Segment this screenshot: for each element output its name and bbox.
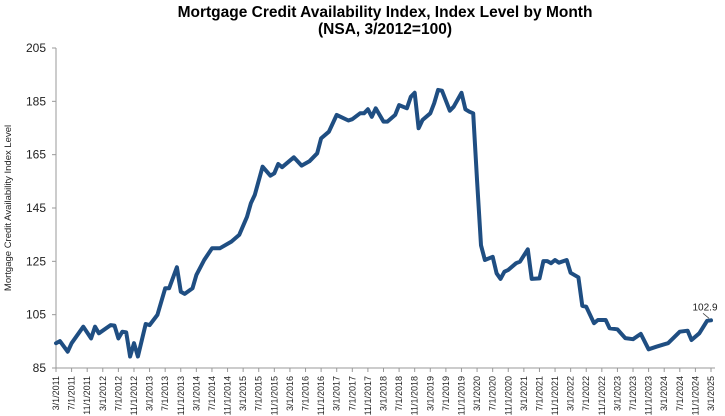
x-tick-label: 7/1/2011 <box>67 376 77 410</box>
y-tick-label: 145 <box>26 201 46 215</box>
x-tick-label: 11/1/2020 <box>503 376 513 415</box>
x-tick-label: 3/1/2012 <box>98 376 108 411</box>
y-tick-label: 185 <box>26 94 46 108</box>
x-tick-label: 3/1/2024 <box>659 376 669 411</box>
x-tick-label: 11/1/2015 <box>269 376 279 415</box>
x-axis: 3/1/2011 7/1/2011 11/1/2011 3/1/2012 7/1/201… <box>51 367 716 415</box>
x-tick-label: 3/1/2025 <box>706 376 716 411</box>
x-tick-label: 7/1/2023 <box>628 376 638 411</box>
x-tick-label: 3/1/2023 <box>612 376 622 411</box>
x-tick-label: 7/1/2018 <box>394 376 404 411</box>
series-points <box>55 89 712 357</box>
x-tick-label: 7/1/2016 <box>301 376 311 411</box>
x-tick-label: 3/1/2015 <box>238 376 248 411</box>
x-tick-label: 7/1/2015 <box>254 376 264 411</box>
x-tick-label: 3/1/2016 <box>285 376 295 411</box>
x-tick-label: 11/1/2021 <box>550 376 560 415</box>
x-tick-label: 11/1/2013 <box>176 376 186 415</box>
x-tick-label: 3/1/2021 <box>519 376 529 411</box>
x-tick-label: 3/1/2013 <box>145 376 155 411</box>
y-axis-label: Mortgage Credit Availability Index Level <box>3 125 14 291</box>
y-tick-label: 105 <box>26 308 46 322</box>
annotation-leader-line <box>702 312 710 319</box>
x-tick-label: 7/1/2012 <box>113 376 123 411</box>
x-tick-label: 3/1/2020 <box>472 376 482 411</box>
y-axis: 85 105 125 145 165 185 205 <box>26 41 57 375</box>
x-tick-label: 7/1/2014 <box>207 376 217 411</box>
chart-subtitle: (NSA, 3/2012=100) <box>318 21 452 38</box>
x-tick-label: 7/1/2021 <box>534 376 544 411</box>
x-tick-label: 11/1/2018 <box>410 376 420 415</box>
y-tick-label: 165 <box>26 148 46 162</box>
x-tick-label: 3/1/2019 <box>425 376 435 411</box>
chart-title: Mortgage Credit Availability Index, Inde… <box>178 4 593 21</box>
x-tick-label: 11/1/2024 <box>690 376 700 415</box>
x-tick-label: 7/1/2019 <box>441 376 451 411</box>
x-tick-label: 11/1/2019 <box>456 376 466 415</box>
x-tick-label: 7/1/2013 <box>160 376 170 411</box>
series-line-mcai <box>54 87 713 359</box>
x-tick-label: 3/1/2018 <box>379 376 389 411</box>
y-tick-label: 205 <box>26 41 46 55</box>
x-tick-label: 7/1/2020 <box>488 376 498 411</box>
x-tick-label: 3/1/2011 <box>51 376 61 410</box>
x-tick-label: 11/1/2017 <box>363 376 373 415</box>
x-tick-label: 7/1/2024 <box>675 376 685 411</box>
y-tick-label: 85 <box>33 361 47 375</box>
x-tick-label: 11/1/2012 <box>129 376 139 415</box>
x-tick-label: 7/1/2017 <box>347 376 357 411</box>
x-tick-label: 11/1/2023 <box>644 376 654 415</box>
y-tick-label: 125 <box>26 254 46 268</box>
x-tick-label: 11/1/2014 <box>223 376 233 415</box>
x-tick-label: 3/1/2017 <box>332 376 342 411</box>
x-tick-label: 11/1/2016 <box>316 376 326 415</box>
x-tick-label: 7/1/2022 <box>581 376 591 411</box>
x-tick-label: 3/1/2014 <box>191 376 201 411</box>
x-tick-label: 3/1/2022 <box>566 376 576 411</box>
x-tick-label: 11/1/2022 <box>597 376 607 415</box>
annotation-label: 102.9 <box>692 302 717 313</box>
x-tick-label: 11/1/2011 <box>82 376 92 415</box>
